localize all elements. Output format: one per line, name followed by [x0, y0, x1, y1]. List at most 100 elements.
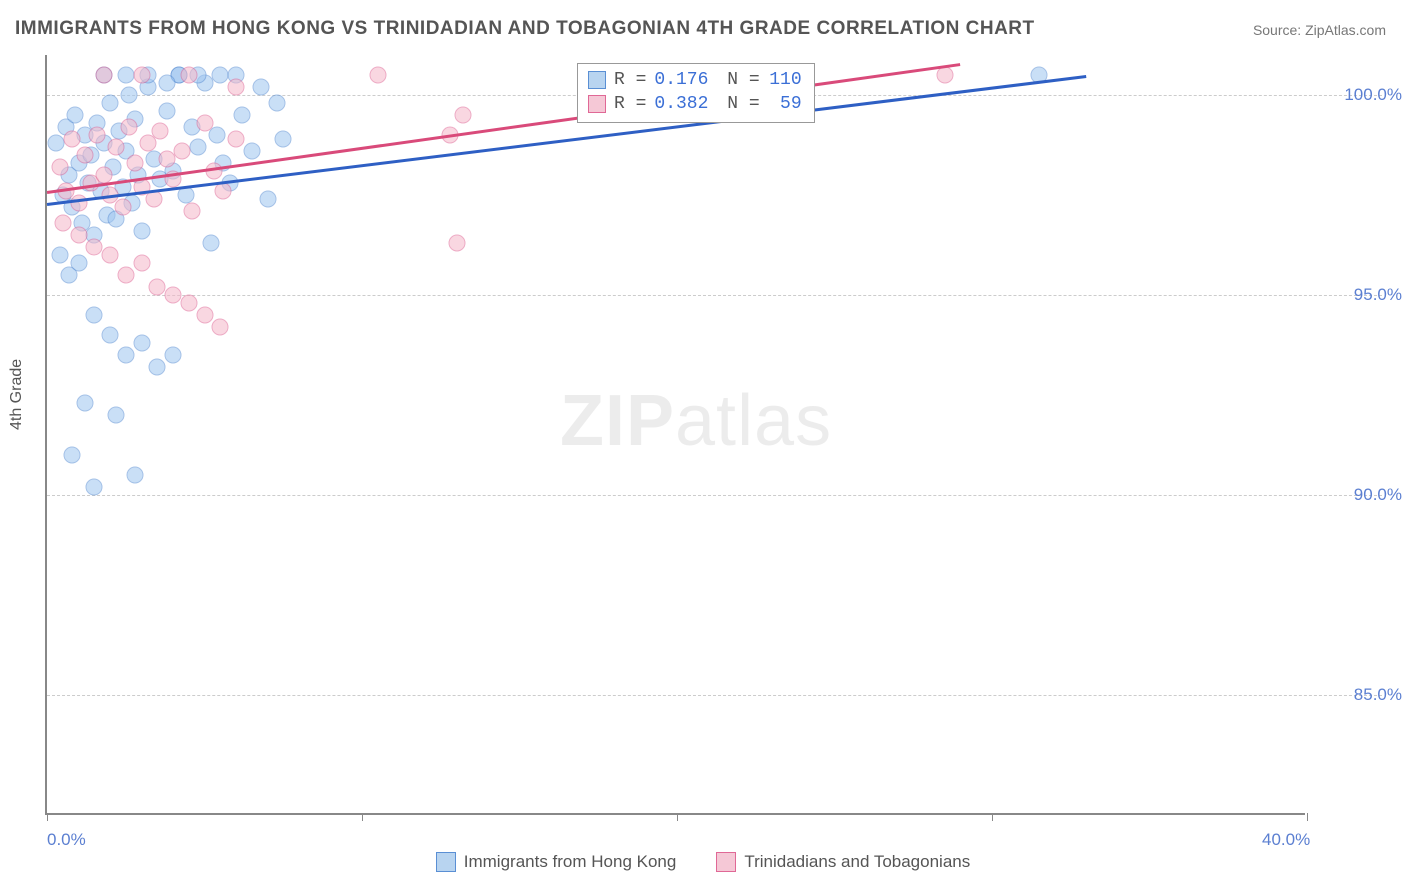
x-tick-label: 40.0% [1262, 830, 1310, 850]
legend-swatch-icon [436, 852, 456, 872]
data-point [228, 131, 245, 148]
data-point [448, 235, 465, 252]
data-point [54, 215, 71, 232]
data-point [117, 67, 134, 84]
data-point [215, 183, 232, 200]
data-point [234, 107, 251, 124]
legend-item: Immigrants from Hong Kong [436, 852, 677, 872]
data-point [48, 135, 65, 152]
data-point [190, 139, 207, 156]
data-point [102, 95, 119, 112]
corr-r-value: 0.382 [654, 92, 708, 116]
data-point [51, 247, 68, 264]
corr-r-value: 0.176 [654, 68, 708, 92]
data-point [64, 131, 81, 148]
data-point [202, 235, 219, 252]
legend-label: Trinidadians and Tobagonians [744, 852, 970, 872]
legend-swatch-icon [588, 95, 606, 113]
data-point [120, 119, 137, 136]
corr-n-label: N = [716, 68, 759, 92]
data-point [51, 159, 68, 176]
data-point [117, 267, 134, 284]
data-point [133, 255, 150, 272]
data-point [102, 247, 119, 264]
data-point [95, 167, 112, 184]
data-point [133, 67, 150, 84]
gridline [47, 295, 1382, 296]
gridline [47, 695, 1382, 696]
legend-swatch-icon [716, 852, 736, 872]
source-text: Source: ZipAtlas.com [1253, 22, 1386, 38]
data-point [243, 143, 260, 160]
gridline [47, 495, 1382, 496]
data-point [196, 115, 213, 132]
data-point [70, 195, 87, 212]
data-point [212, 319, 229, 336]
data-point [149, 279, 166, 296]
chart-title: IMMIGRANTS FROM HONG KONG VS TRINIDADIAN… [15, 18, 1035, 40]
data-point [108, 139, 125, 156]
data-point [158, 75, 175, 92]
data-point [76, 147, 93, 164]
correlation-box: R = 0.176 N = 110 R = 0.382 N = 59 [577, 63, 815, 123]
data-point [120, 87, 137, 104]
data-point [108, 407, 125, 424]
y-tick-label: 85.0% [1322, 685, 1402, 705]
legend-swatch-icon [588, 71, 606, 89]
data-point [183, 203, 200, 220]
data-point [149, 359, 166, 376]
data-point [133, 223, 150, 240]
data-point [158, 103, 175, 120]
data-point [86, 307, 103, 324]
data-point [936, 67, 953, 84]
correlation-row: R = 0.176 N = 110 [588, 68, 802, 92]
x-tick [362, 813, 363, 821]
data-point [95, 67, 112, 84]
y-axis-label: 4th Grade [8, 359, 26, 430]
data-point [127, 155, 144, 172]
x-tick [992, 813, 993, 821]
data-point [67, 107, 84, 124]
data-point [174, 143, 191, 160]
y-tick-label: 90.0% [1322, 485, 1402, 505]
corr-r-label: R = [614, 68, 646, 92]
data-point [275, 131, 292, 148]
y-tick-label: 100.0% [1322, 85, 1402, 105]
x-tick [47, 813, 48, 821]
data-point [209, 127, 226, 144]
corr-n-label: N = [716, 92, 759, 116]
x-tick [677, 813, 678, 821]
bottom-legend: Immigrants from Hong Kong Trinidadians an… [0, 852, 1406, 872]
data-point [180, 67, 197, 84]
data-point [165, 287, 182, 304]
legend-label: Immigrants from Hong Kong [464, 852, 677, 872]
data-point [89, 127, 106, 144]
x-tick-label: 0.0% [47, 830, 86, 850]
corr-r-label: R = [614, 92, 646, 116]
data-point [133, 335, 150, 352]
data-point [196, 307, 213, 324]
data-point [253, 79, 270, 96]
data-point [70, 255, 87, 272]
data-point [158, 151, 175, 168]
data-point [165, 347, 182, 364]
correlation-row: R = 0.382 N = 59 [588, 92, 802, 116]
data-point [152, 123, 169, 140]
data-point [127, 467, 144, 484]
data-point [117, 347, 134, 364]
data-point [86, 479, 103, 496]
data-point [205, 163, 222, 180]
corr-n-value: 110 [768, 68, 802, 92]
data-point [454, 107, 471, 124]
y-tick-label: 95.0% [1322, 285, 1402, 305]
data-point [212, 67, 229, 84]
data-point [70, 227, 87, 244]
data-point [259, 191, 276, 208]
legend-item: Trinidadians and Tobagonians [716, 852, 970, 872]
data-point [180, 295, 197, 312]
data-point [102, 327, 119, 344]
data-point [268, 95, 285, 112]
data-point [114, 199, 131, 216]
corr-n-value: 59 [768, 92, 802, 116]
data-point [76, 395, 93, 412]
